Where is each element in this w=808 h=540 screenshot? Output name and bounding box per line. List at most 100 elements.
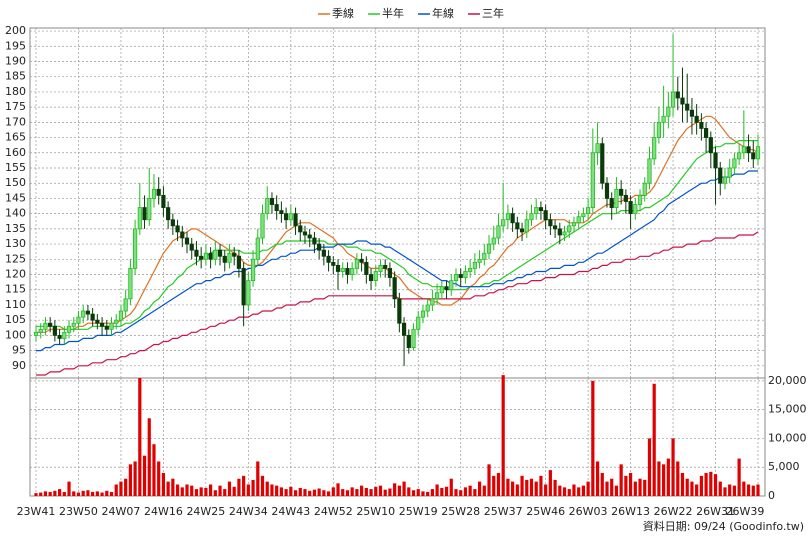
candle-body — [335, 264, 341, 272]
volume-bar — [199, 487, 203, 496]
x-tick-label: 24W25 — [186, 505, 225, 518]
volume-bar — [463, 487, 468, 496]
candle-body — [534, 207, 539, 215]
candle-body — [317, 243, 322, 251]
volume-bar — [185, 484, 189, 496]
volume-bar — [378, 485, 383, 496]
candle-body — [501, 219, 506, 227]
x-tick-label: 26W31 — [696, 505, 735, 518]
candle-body — [401, 322, 407, 336]
volume-bar — [501, 375, 505, 496]
x-tick-label: 26W03 — [569, 505, 608, 518]
candle-body — [250, 258, 256, 282]
volume-bar — [284, 489, 288, 496]
volume-bar — [647, 438, 652, 496]
volume-bar — [600, 472, 604, 496]
y-tick-label: 185 — [5, 70, 26, 83]
volume-bar — [704, 472, 708, 496]
candle-body — [76, 316, 81, 324]
volume-bar — [100, 492, 104, 496]
y-tick-label: 155 — [5, 161, 26, 174]
candle-body — [590, 152, 595, 208]
candle-body — [293, 213, 298, 227]
volume-bar — [737, 458, 741, 496]
volume-bar — [515, 484, 519, 496]
volume-bar — [539, 475, 543, 496]
volume-bar — [114, 484, 118, 496]
volume-bar — [105, 490, 109, 496]
volume-bar — [732, 485, 737, 496]
x-tick-label: 25W10 — [356, 505, 395, 518]
x-tick-label: 25W37 — [484, 505, 523, 518]
volume-bar — [171, 478, 175, 496]
volume-bar — [303, 489, 307, 496]
volume-bar — [312, 489, 317, 496]
volume-bar — [454, 489, 458, 496]
volume-bar — [591, 380, 595, 496]
volume-bar — [322, 490, 326, 496]
candle-body — [284, 213, 289, 221]
candle-body — [95, 319, 100, 324]
volume-bar — [194, 489, 199, 496]
volume-bar — [638, 478, 642, 496]
candle-body — [66, 325, 72, 333]
candle-body — [189, 243, 194, 251]
candle-body — [411, 328, 416, 348]
volume-bar — [133, 461, 137, 496]
candle-body — [128, 268, 133, 300]
y-tick-label: 100 — [5, 328, 26, 341]
candle-body — [619, 188, 624, 196]
volume-bar — [109, 491, 114, 496]
y-tick-label: 175 — [5, 100, 26, 113]
y-tick-label: 190 — [5, 54, 26, 67]
volume-bar — [426, 491, 430, 496]
candle-body — [57, 334, 62, 339]
volume-bar — [444, 486, 449, 496]
candle-body — [515, 222, 520, 230]
candle-body — [510, 213, 515, 224]
volume-bar — [728, 484, 732, 496]
y-tick-label: 170 — [5, 115, 26, 128]
candle-body — [298, 225, 303, 233]
candle-body — [85, 310, 91, 315]
candle-body — [246, 280, 251, 306]
candle-body — [199, 255, 204, 260]
volume-bar — [671, 438, 675, 496]
volume-bar — [364, 487, 368, 496]
candle-body — [33, 331, 39, 336]
volume-bar — [534, 481, 538, 496]
volume-bar — [166, 481, 170, 496]
candle-body — [227, 252, 232, 263]
volume-bar — [142, 455, 147, 496]
volume-bar — [756, 484, 760, 496]
legend-label: 三年 — [482, 6, 504, 20]
volume-bar — [614, 485, 619, 496]
y-tick-label: 165 — [5, 131, 26, 144]
volume-bar — [487, 464, 491, 496]
y-tick-label: 125 — [5, 252, 26, 265]
volume-bar — [685, 478, 689, 496]
volume-bar — [260, 475, 265, 496]
volume-bar — [595, 461, 600, 496]
candle-body — [609, 198, 614, 208]
x-tick-label: 24W07 — [102, 505, 141, 518]
y-tick-label: 180 — [5, 85, 26, 98]
candle-body — [472, 261, 477, 269]
volume-bar — [525, 479, 529, 496]
volume-bar — [713, 474, 718, 496]
volume-bar — [548, 470, 552, 496]
y-tick-label: 90 — [12, 359, 26, 372]
candle-body — [184, 237, 190, 245]
candle-body — [614, 188, 619, 208]
candle-body — [166, 207, 171, 221]
candle-body — [118, 310, 124, 321]
candle-body — [392, 277, 397, 300]
candle-body — [222, 255, 227, 263]
volume-bar — [138, 378, 142, 496]
candle-body — [652, 137, 657, 160]
volume-bar — [360, 485, 364, 496]
volume-bar — [180, 487, 184, 496]
volume-bar — [48, 491, 52, 496]
volume-bar — [567, 489, 571, 496]
candle-body — [255, 237, 260, 260]
